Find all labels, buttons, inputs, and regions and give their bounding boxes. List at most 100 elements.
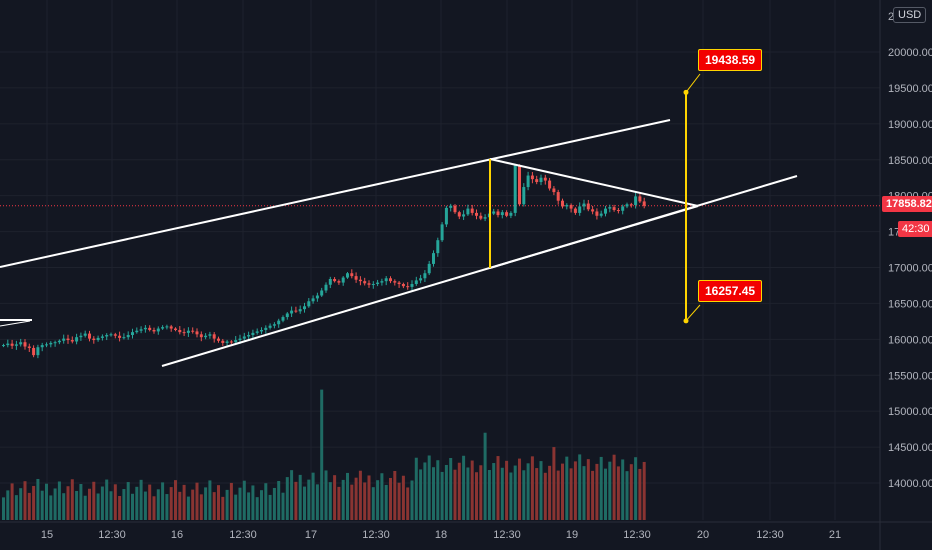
time-axis[interactable]: 15 12:30 16 12:30 17 12:30 18 12:30 19 12:30 20 12:…: [41, 529, 841, 541]
up-candle: [143, 327, 147, 330]
high-callout-pointer: [685, 73, 701, 93]
volume-bar: [556, 470, 560, 520]
up-candle: [242, 336, 246, 339]
volume-bar: [311, 472, 315, 520]
up-candle: [264, 327, 268, 330]
down-candle: [406, 286, 410, 288]
volume-bar: [298, 474, 302, 520]
volume-bar: [290, 470, 294, 520]
volume-bar: [57, 481, 61, 520]
down-candle: [88, 333, 91, 339]
volume-bar: [573, 461, 577, 520]
upper-channel-line: [0, 119, 671, 268]
up-candle: [444, 207, 448, 225]
down-candle: [92, 338, 96, 341]
volume-bar: [36, 478, 40, 520]
volume-bar: [406, 487, 410, 520]
volume-bar: [229, 482, 233, 520]
volume-bar: [582, 466, 586, 520]
down-candle: [217, 338, 220, 341]
down-candle: [358, 279, 362, 282]
down-candle: [191, 330, 195, 332]
down-candle: [350, 273, 354, 277]
volume-bar: [2, 497, 5, 520]
volume-bar: [122, 489, 126, 520]
target-high-label[interactable]: 19438.59: [698, 49, 763, 71]
last-price-label: 17858.82: [882, 196, 932, 212]
down-candle: [470, 208, 474, 213]
volume-bar: [113, 484, 117, 520]
price-axis[interactable]: 20000.0019500.0019000.0018500.0018000.00…: [888, 11, 932, 490]
up-candle: [436, 240, 440, 254]
down-candle: [505, 212, 509, 216]
down-candle: [152, 329, 156, 332]
volume-bar: [621, 459, 625, 520]
volume-bar: [131, 493, 134, 520]
volume-bar: [92, 481, 96, 520]
up-candle: [14, 344, 18, 346]
volume-bar: [324, 470, 328, 520]
volume-bar: [419, 469, 423, 520]
volume-bar: [10, 483, 14, 520]
up-candle: [634, 196, 638, 206]
volume-bar: [414, 457, 418, 520]
time-tick-label: 12:30: [493, 529, 521, 541]
down-candle: [118, 335, 122, 338]
down-candle: [616, 210, 620, 212]
down-candle: [552, 188, 556, 193]
up-candle: [608, 207, 612, 209]
up-candle: [277, 320, 281, 325]
up-candle: [604, 208, 607, 214]
down-candle: [229, 341, 233, 343]
currency-badge[interactable]: USD: [893, 7, 927, 23]
volume-bar: [444, 464, 448, 520]
volume-bar: [449, 458, 453, 520]
volume-bar: [526, 463, 530, 520]
volume-bar: [6, 490, 10, 520]
volume-bar: [513, 465, 517, 520]
up-candle: [96, 337, 100, 341]
volume-bar: [135, 486, 139, 520]
volume-bar: [561, 463, 564, 520]
volume-bar: [608, 461, 612, 520]
up-candle: [83, 333, 87, 336]
up-candle: [380, 281, 384, 283]
up-candle: [303, 306, 306, 310]
volume-bar: [638, 468, 642, 520]
down-candle: [556, 192, 560, 201]
volume-bar: [470, 460, 474, 520]
down-candle: [393, 281, 397, 283]
down-candle: [457, 212, 461, 217]
volume-bar: [152, 496, 156, 520]
up-candle: [204, 335, 208, 338]
up-candle: [328, 278, 332, 285]
volume-bar: [161, 482, 165, 520]
up-candle: [500, 212, 504, 216]
up-candle: [53, 342, 57, 344]
up-candle: [582, 203, 586, 207]
up-candle: [320, 290, 324, 296]
volume-bar: [616, 466, 620, 520]
up-candle: [272, 324, 276, 326]
volume-bar: [586, 459, 590, 520]
volume-bar: [389, 477, 392, 520]
up-candle: [109, 334, 113, 336]
up-candle: [625, 204, 629, 207]
volume-bar: [315, 484, 319, 520]
up-candle: [539, 177, 543, 183]
time-tick-label: 12:30: [98, 529, 126, 541]
volume-bar: [427, 455, 431, 520]
volume-bar: [285, 477, 289, 520]
volume-bar: [212, 492, 216, 520]
drawing-layer[interactable]: [0, 73, 798, 367]
volume-bar: [307, 479, 311, 520]
volume-bar: [79, 484, 83, 520]
volume-bar: [320, 389, 324, 520]
up-candle: [247, 335, 251, 337]
time-tick-label: 15: [41, 529, 53, 541]
up-candle: [238, 338, 242, 341]
volume-bar: [32, 485, 36, 520]
target-low-label[interactable]: 16257.45: [698, 280, 763, 302]
volume-bar: [186, 496, 190, 520]
